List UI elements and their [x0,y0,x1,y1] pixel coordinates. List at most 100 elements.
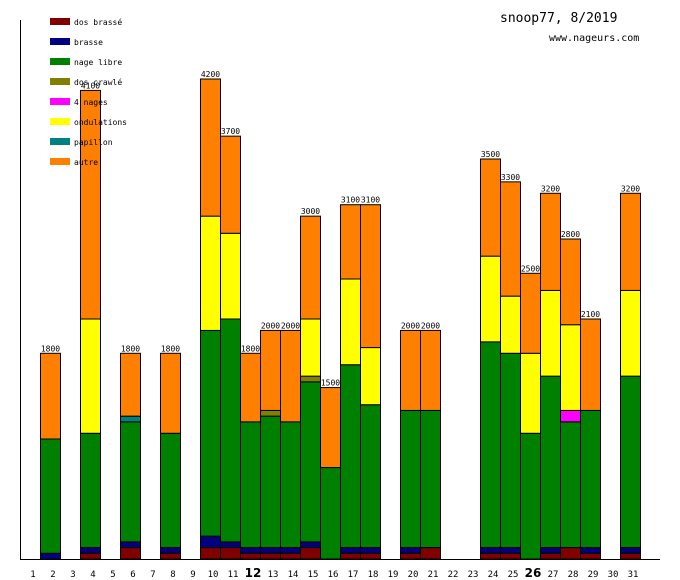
bar-segment-day27-autre [540,192,561,291]
bar-segment-day28-ondulations [560,324,581,411]
bar-segment-day15-ondulations [300,318,321,377]
bar-segment-day18-autre [360,204,381,349]
x-tick-label-28: 28 [568,570,579,580]
bar-segment-day10-autre [200,78,221,217]
bar-segment-day29-nage-libre [580,409,601,549]
bar-segment-day29-dos-brassé [580,552,601,560]
bar-segment-day28-4-nages [560,409,581,423]
x-tick-label-26: 26 [525,566,542,580]
bar-segment-day27-brasse [540,547,561,554]
bar-segment-day16-nage-libre [320,467,341,560]
bar-segment-day12-autre [240,352,261,423]
bar-segment-day27-nage-libre [540,375,561,549]
bar-segment-day11-autre [220,135,241,234]
x-tick-label-25: 25 [508,570,519,580]
value-label-day17: 3100 [341,196,360,205]
legend-label-dos-brassé: dos brassé [74,17,122,27]
x-tick-label-14: 14 [288,570,299,580]
value-label-day2: 1800 [41,344,60,353]
bar-segment-day15-autre [300,215,321,320]
bar-segment-day20-autre [400,329,421,411]
legend-label-nage-libre: nage libre [74,58,122,67]
x-tick-label-18: 18 [368,570,379,580]
bar-segment-day24-nage-libre [480,341,501,549]
bar-segment-day25-ondulations [500,295,521,354]
bar-segment-day11-dos-brassé [220,547,241,560]
value-label-day13: 2000 [261,321,280,330]
bar-segment-day31-ondulations [620,289,641,377]
x-tick-label-30: 30 [608,570,619,580]
x-tick-labels-group: 1 2 3 4 5 6 7 8 9 10 11 12 13 14 15 16 17 18 19 20 21 22 23 24 2… [30,566,638,580]
x-tick-label-31: 31 [628,570,639,580]
bar-segment-day18-ondulations [360,347,381,406]
bar-segment-day31-brasse [620,547,641,554]
chart-title: snoop77, 8/2019 [500,11,617,26]
bar-segment-day2-brasse [40,552,61,560]
x-tick-label-29: 29 [588,570,599,580]
bar-segment-day28-dos-brassé [560,547,581,560]
bar-segment-day25-nage-libre [500,352,521,549]
bar-segment-day4-brasse [80,547,101,554]
bar-segment-day29-autre [580,318,601,411]
bar-segment-day6-nage-libre [120,421,141,543]
bar-segment-day25-autre [500,181,521,297]
bar-segment-day10-dos-brassé [200,547,221,560]
bar-segment-day20-brasse [400,547,421,554]
legend-swatch-papillon [50,138,70,145]
bar-segment-day17-dos-brassé [340,552,361,560]
bar-segment-day18-nage-libre [360,404,381,549]
bar-segment-day12-dos-brassé [240,552,261,560]
bar-segment-day6-papillon [120,415,141,423]
bar-segment-day4-dos-brassé [80,552,101,560]
bar-segment-day8-brasse [160,547,181,554]
bar-segment-day2-nage-libre [40,438,61,554]
x-tick-label-9: 9 [190,570,195,580]
legend-swatch-brasse [50,38,70,45]
bar-segment-day24-ondulations [480,255,501,343]
bar-segment-day12-nage-libre [240,421,261,549]
x-tick-label-4: 4 [90,570,95,580]
bar-segment-day21-nage-libre [420,409,441,549]
x-tick-label-1: 1 [30,570,35,580]
bar-segment-day6-dos-brassé [120,547,141,560]
value-label-day14: 2000 [281,321,300,330]
x-tick-label-21: 21 [428,570,439,580]
bar-segment-day8-nage-libre [160,432,181,549]
bar-segment-day18-dos-brassé [360,552,381,560]
legend-label-ondulations: ondulations [74,118,127,127]
x-tick-label-6: 6 [130,570,135,580]
x-tick-label-24: 24 [488,570,499,580]
bar-segment-day31-nage-libre [620,375,641,549]
legend-label-4-nages: 4 nages [74,98,108,107]
value-label-day12: 1800 [241,344,260,353]
bar-segment-day11-nage-libre [220,318,241,543]
x-tick-label-12: 12 [245,566,262,580]
bar-segment-day6-autre [120,352,141,417]
bar-segment-day10-brasse [200,535,221,549]
x-tick-label-3: 3 [70,570,75,580]
value-label-day27: 3200 [541,184,560,193]
bar-segment-day24-autre [480,158,501,257]
bars-group [40,78,641,560]
bar-segment-day10-ondulations [200,215,221,331]
x-tick-label-22: 22 [448,570,459,580]
x-tick-label-15: 15 [308,570,319,580]
bar-segment-day4-nage-libre [80,432,101,549]
bar-segment-day28-nage-libre [560,421,581,549]
bar-segment-day2-autre [40,352,61,440]
bar-segment-day15-dos-brassé [300,547,321,560]
bar-segment-day25-brasse [500,547,521,554]
x-tick-label-10: 10 [208,570,219,580]
bar-segment-day18-brasse [360,547,381,554]
bar-segment-day17-autre [340,204,361,280]
value-label-day6: 1800 [121,344,140,353]
bar-segment-day13-brasse [260,547,281,554]
bar-segment-day14-dos-brassé [280,552,301,560]
x-tick-label-19: 19 [388,570,399,580]
bar-segment-day8-autre [160,352,181,434]
x-tick-label-17: 17 [348,570,359,580]
value-label-day10: 4200 [201,70,220,79]
legend-swatch-ondulations [50,118,70,125]
